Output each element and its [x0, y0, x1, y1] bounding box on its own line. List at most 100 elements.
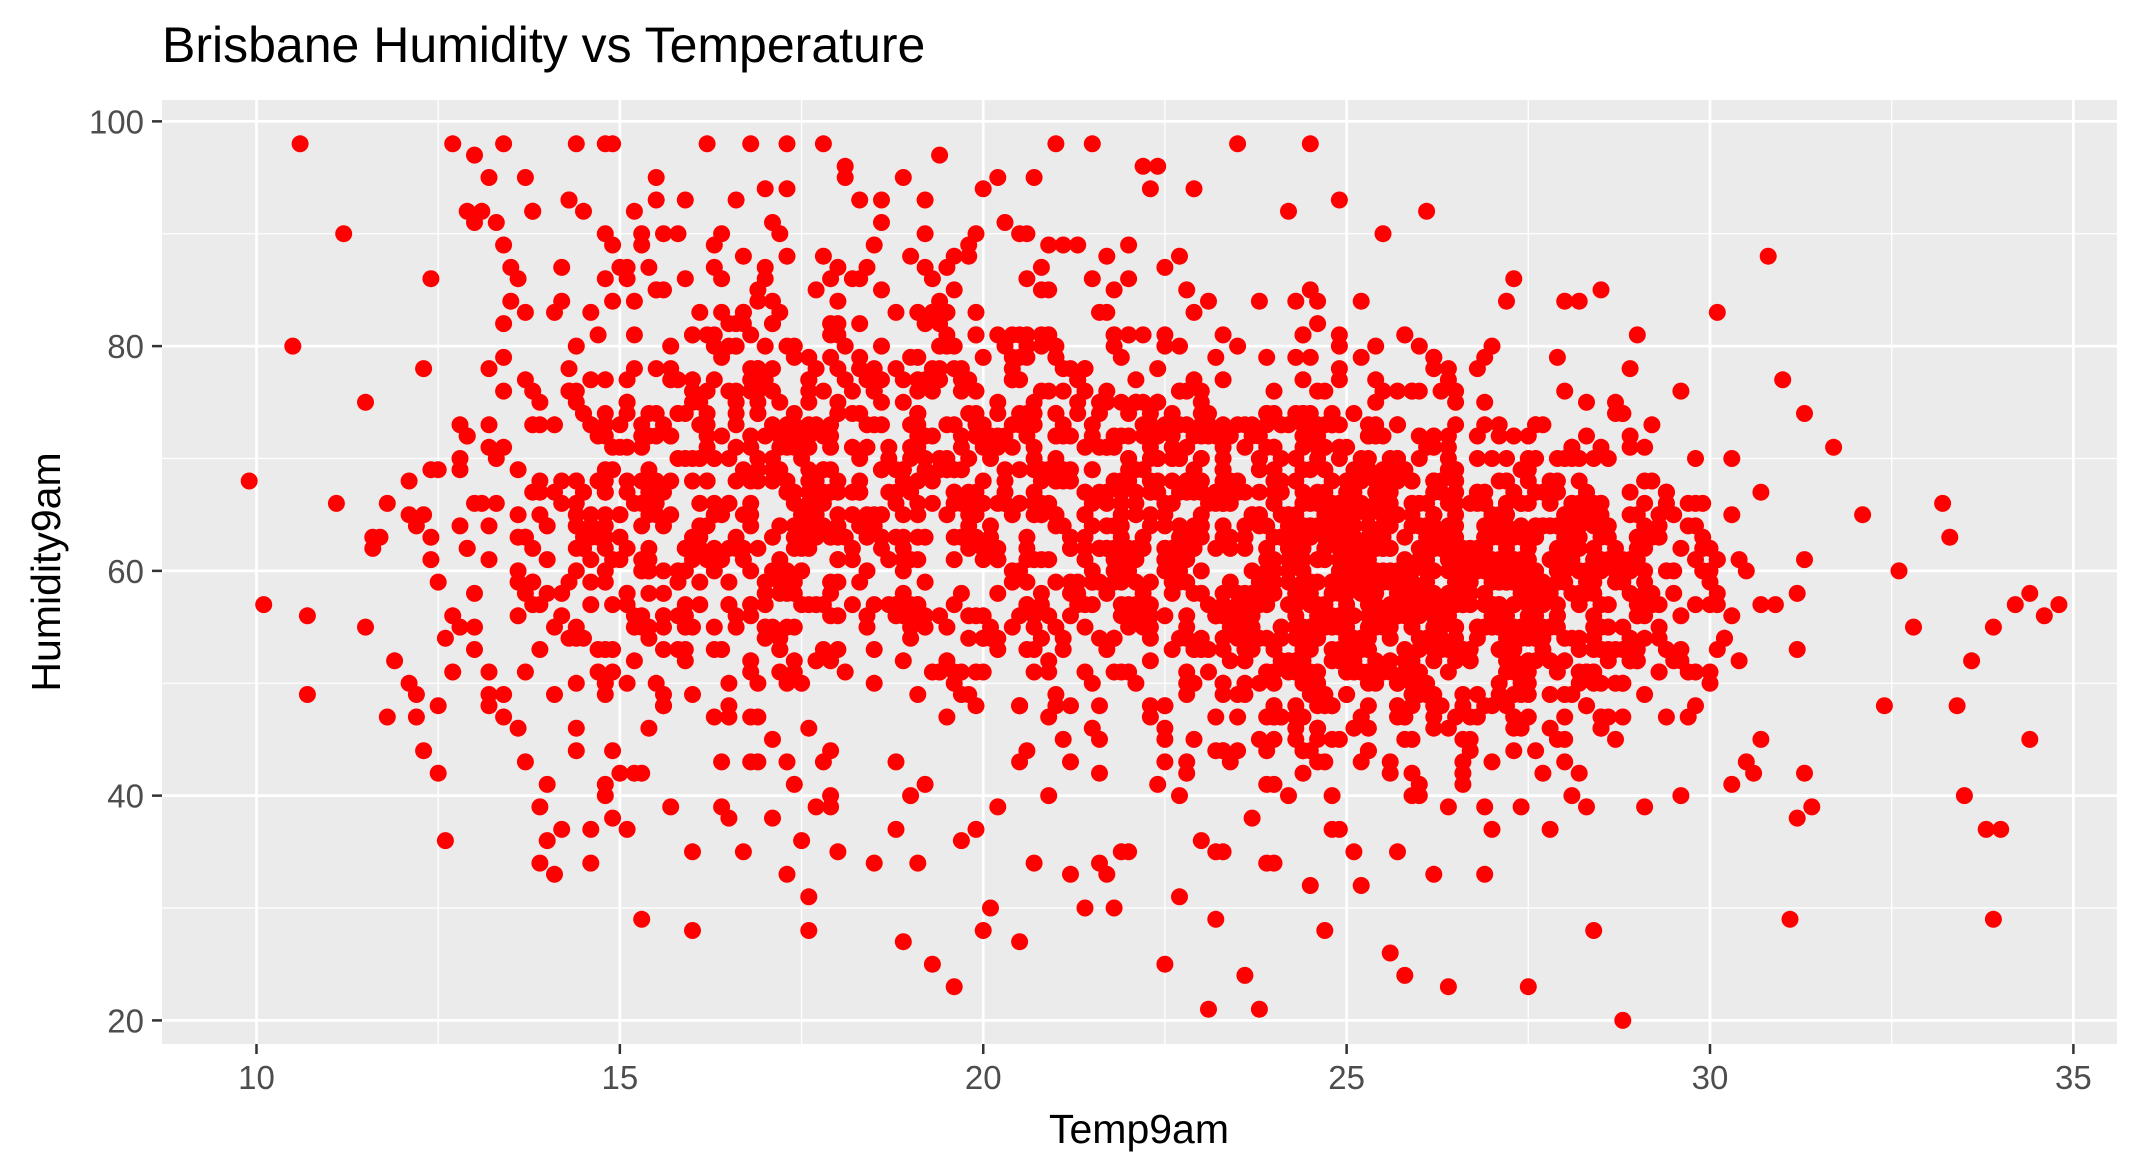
- data-point: [1018, 641, 1036, 658]
- data-point: [734, 247, 752, 265]
- data-point: [451, 517, 469, 535]
- data-point: [822, 270, 840, 288]
- data-point: [742, 596, 760, 614]
- data-point: [1265, 382, 1283, 400]
- data-point: [1345, 843, 1363, 861]
- data-point: [793, 562, 811, 580]
- data-point: [800, 393, 818, 411]
- data-point: [785, 405, 803, 422]
- data-point: [1280, 551, 1297, 569]
- data-point: [713, 506, 731, 524]
- data-point: [749, 461, 767, 479]
- data-point: [742, 494, 760, 512]
- data-point: [1098, 584, 1116, 602]
- data-point: [1200, 405, 1217, 422]
- data-point: [1643, 472, 1661, 490]
- data-point: [1040, 787, 1058, 805]
- data-point: [1163, 494, 1181, 512]
- data-point: [1134, 326, 1152, 344]
- data-point: [1432, 539, 1450, 557]
- data-point: [887, 753, 905, 771]
- data-point: [1054, 236, 1072, 254]
- data-point: [1200, 1000, 1217, 1018]
- data-point: [531, 641, 549, 658]
- data-point: [800, 922, 818, 939]
- data-point: [858, 506, 876, 524]
- data-point: [1512, 584, 1530, 602]
- data-point: [582, 303, 600, 321]
- data-point: [1723, 775, 1741, 793]
- data-point: [1120, 450, 1138, 467]
- data-point: [705, 326, 723, 344]
- data-point: [655, 416, 672, 434]
- data-point: [1301, 877, 1319, 894]
- data-point: [415, 360, 433, 378]
- data-point: [1548, 730, 1566, 748]
- data-point: [502, 258, 520, 276]
- data-point: [1905, 618, 1922, 636]
- data-point: [858, 618, 876, 636]
- data-point: [1192, 562, 1210, 580]
- data-point: [960, 450, 978, 467]
- data-point: [1403, 517, 1421, 535]
- data-point: [1134, 539, 1152, 557]
- data-point: [1723, 607, 1741, 625]
- data-point: [1112, 528, 1130, 546]
- data-point: [1214, 326, 1232, 344]
- data-point: [1025, 405, 1043, 422]
- data-point: [1076, 618, 1094, 636]
- data-point: [720, 573, 738, 591]
- data-point: [887, 483, 905, 501]
- data-point: [291, 135, 309, 153]
- data-point: [495, 708, 513, 726]
- data-point: [1403, 382, 1421, 400]
- data-point: [1381, 517, 1399, 535]
- data-point: [553, 820, 571, 838]
- data-point: [1447, 708, 1465, 726]
- data-point: [524, 483, 542, 501]
- data-point: [633, 517, 651, 535]
- data-point: [1766, 596, 1784, 614]
- data-point: [1803, 798, 1821, 816]
- data-point: [625, 607, 643, 625]
- data-point: [1505, 708, 1523, 726]
- data-point: [1556, 292, 1574, 310]
- data-point: [1207, 348, 1225, 366]
- data-point: [1505, 618, 1523, 636]
- data-point: [1585, 663, 1603, 681]
- data-point: [1062, 539, 1079, 557]
- data-point: [843, 405, 861, 422]
- data-point: [1505, 270, 1523, 288]
- data-point: [1265, 483, 1283, 501]
- data-point: [1992, 820, 2010, 838]
- data-point: [829, 506, 847, 524]
- data-point: [531, 416, 549, 434]
- data-point: [582, 596, 600, 614]
- data-point: [1011, 697, 1029, 715]
- data-point: [611, 764, 629, 782]
- data-point: [480, 686, 498, 703]
- data-point: [1498, 551, 1515, 569]
- data-point: [1141, 652, 1159, 670]
- data-point: [567, 135, 585, 153]
- data-point: [1352, 877, 1370, 894]
- data-point: [1716, 629, 1733, 647]
- data-point: [1352, 584, 1370, 602]
- data-point: [466, 618, 483, 636]
- data-point: [1185, 303, 1203, 321]
- data-point: [1025, 494, 1043, 512]
- data-point: [1541, 551, 1559, 569]
- data-point: [298, 607, 316, 625]
- data-point: [655, 618, 672, 636]
- data-point: [1556, 506, 1574, 524]
- data-point: [1316, 483, 1334, 501]
- data-point: [1585, 551, 1603, 569]
- data-point: [1207, 742, 1225, 760]
- data-point: [1396, 641, 1414, 658]
- data-point: [691, 517, 709, 535]
- data-point: [509, 719, 527, 737]
- data-point: [327, 494, 345, 512]
- data-point: [1875, 697, 1893, 715]
- data-point: [713, 303, 731, 321]
- data-point: [1498, 472, 1515, 490]
